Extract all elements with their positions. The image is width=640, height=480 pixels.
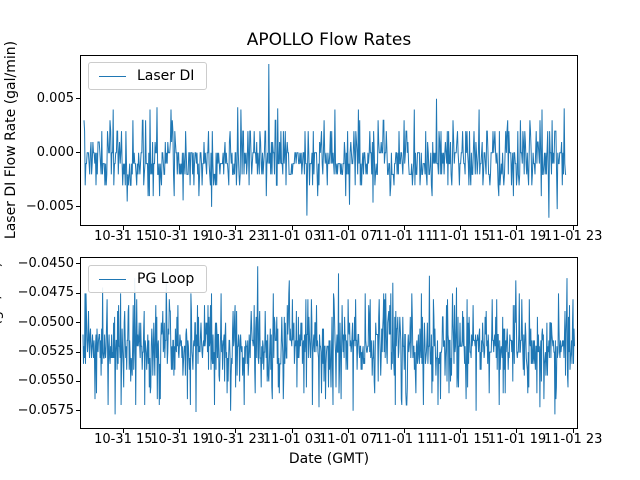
x-tick-label: 11-01 23 xyxy=(543,229,603,244)
x-tick-mark xyxy=(235,429,237,433)
y-tick-label: −0.0450 xyxy=(17,255,74,271)
x-tick-label: 11-01 11 xyxy=(375,432,434,447)
y-tick-mark xyxy=(76,152,80,154)
x-tick-label: 11-01 15 xyxy=(431,432,490,447)
x-tick-mark xyxy=(347,226,349,230)
x-tick-label: 10-31 19 xyxy=(150,432,209,447)
laser-di-legend-label: Laser DI xyxy=(137,68,195,84)
y-tick-mark xyxy=(76,410,80,412)
y-tick-label: 0.005 xyxy=(36,90,74,106)
x-tick-label: 11-01 23 xyxy=(543,432,603,447)
laser-di-line-plot xyxy=(83,63,567,218)
y-tick-label: −0.005 xyxy=(25,198,74,214)
y-tick-label: −0.0575 xyxy=(17,402,74,418)
x-tick-mark xyxy=(403,226,405,230)
x-axis-label: Date (GMT) xyxy=(288,451,370,467)
y-tick-label: 0.000 xyxy=(36,144,74,160)
x-tick-label: 11-01 03 xyxy=(262,432,322,447)
x-tick-label: 10-31 23 xyxy=(206,229,266,244)
y-tick-mark xyxy=(76,380,80,382)
x-tick-mark xyxy=(179,429,181,433)
x-tick-mark xyxy=(572,429,574,433)
x-tick-mark xyxy=(122,226,124,230)
x-tick-label: 11-01 19 xyxy=(487,432,547,447)
x-tick-label: 10-31 23 xyxy=(206,432,266,447)
x-tick-mark xyxy=(235,226,237,230)
x-tick-mark xyxy=(516,226,518,230)
x-tick-label: 10-31 15 xyxy=(94,432,153,447)
bottom-y-axis-label: PG Flow Rate (gal/min) xyxy=(0,261,4,423)
y-tick-mark xyxy=(76,98,80,100)
x-tick-mark xyxy=(179,226,181,230)
x-tick-label: 11-01 11 xyxy=(375,229,434,244)
x-tick-mark xyxy=(291,429,293,433)
x-tick-mark xyxy=(122,429,124,433)
y-tick-label: −0.0500 xyxy=(17,314,74,330)
y-tick-mark xyxy=(76,206,80,208)
x-tick-mark xyxy=(403,429,405,433)
x-tick-label: 10-31 15 xyxy=(94,229,153,244)
chart-title: APOLLO Flow Rates xyxy=(246,30,412,50)
x-tick-mark xyxy=(460,429,462,433)
y-tick-label: −0.0550 xyxy=(17,373,74,389)
y-tick-mark xyxy=(76,263,80,265)
x-tick-label: 11-01 07 xyxy=(319,432,378,447)
x-tick-mark xyxy=(516,429,518,433)
x-tick-mark xyxy=(460,226,462,230)
laser-di-series-line xyxy=(83,63,567,218)
y-tick-label: −0.0525 xyxy=(17,344,74,360)
x-tick-label: 11-01 07 xyxy=(319,229,378,244)
y-tick-label: −0.0475 xyxy=(17,285,74,301)
x-tick-label: 11-01 19 xyxy=(487,229,547,244)
y-tick-mark xyxy=(76,292,80,294)
pg-loop-legend: PG Loop xyxy=(88,265,208,293)
pg-loop-line-plot xyxy=(82,266,575,415)
pg-loop-legend-line-icon xyxy=(99,278,126,280)
x-tick-mark xyxy=(347,429,349,433)
y-tick-mark xyxy=(76,351,80,353)
x-tick-label: 10-31 19 xyxy=(150,229,209,244)
x-tick-label: 11-01 15 xyxy=(431,229,490,244)
x-tick-mark xyxy=(291,226,293,230)
x-tick-label: 11-01 03 xyxy=(262,229,322,244)
y-tick-mark xyxy=(76,322,80,324)
laser-di-legend: Laser DI xyxy=(88,62,208,90)
pg-loop-series-line xyxy=(82,266,575,415)
pg-loop-legend-label: PG Loop xyxy=(137,271,195,287)
laser-di-legend-line-icon xyxy=(99,75,126,77)
x-tick-mark xyxy=(572,226,574,230)
